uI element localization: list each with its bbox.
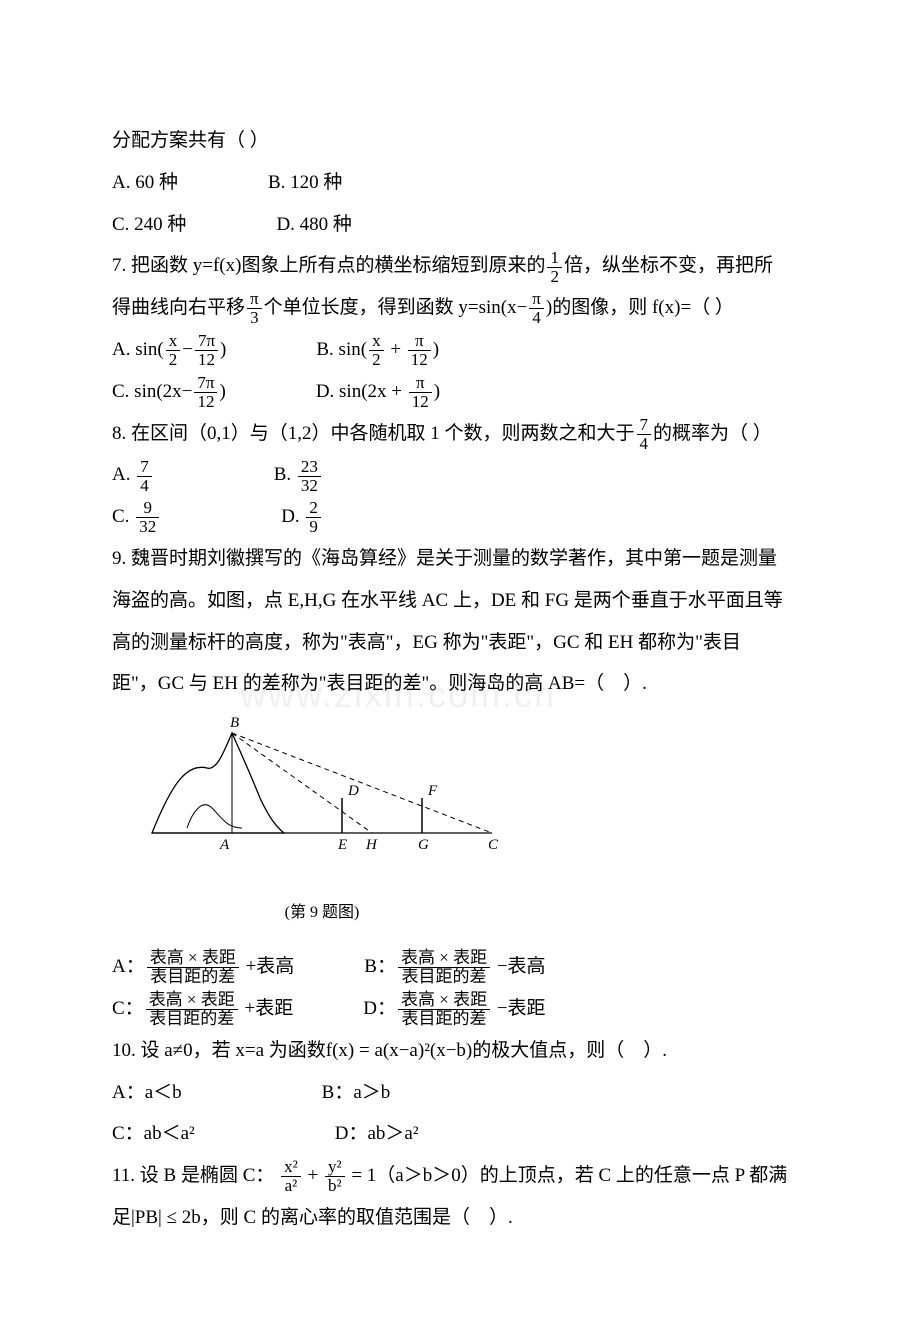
q7-text: 倍，纵坐标不变，再把所 — [564, 255, 773, 276]
q7-stem-line1: 7. 把函数 y=f(x)图象上所有点的横坐标缩短到原来的12倍，纵坐标不变，再… — [112, 245, 808, 287]
svg-text:F: F — [427, 783, 438, 799]
q8-option-a: A. 74 — [112, 454, 154, 496]
q7-text: 7. 把函数 y=f(x)图象上所有点的横坐标缩短到原来的 — [112, 255, 545, 276]
q7-text: )的图像，则 f(x)=（ ） — [546, 297, 734, 318]
svg-text:G: G — [418, 837, 429, 853]
svg-text:C: C — [488, 837, 499, 853]
frac-x2a2: x²a² — [281, 1158, 301, 1195]
q11-stem-line2: 足|PB| ≤ 2b，则 C 的离心率的取值范围是（ ）. — [112, 1197, 808, 1239]
svg-text:A: A — [219, 837, 230, 853]
q6-option-b: B. 120 种 — [268, 162, 342, 204]
q8-stem: 8. 在区间（0,1）与（1,2）中各随机取 1 个数，则两数之和大于74的概率… — [112, 413, 808, 455]
q9-figure: A B E H G C D F — [132, 713, 808, 879]
q9-option-c: C：表高 × 表距表目距的差 +表距 — [112, 988, 293, 1030]
q10-option-a: A：a＜b — [112, 1072, 182, 1114]
q8-option-c: C. 932 — [112, 496, 161, 538]
frac-y2b2: y²b² — [325, 1158, 345, 1195]
q11-stem-line1: 11. 设 B 是椭圆 C： x²a² + y²b² = 1（a＞b＞0）的上顶… — [112, 1155, 808, 1197]
q10-stem: 10. 设 a≠0，若 x=a 为函数f(x) = a(x−a)²(x−b)的极… — [112, 1030, 808, 1072]
svg-text:B: B — [230, 715, 239, 731]
q8-option-d: D. 29 — [281, 496, 323, 538]
q9-stem-line1: 9. 魏晋时期刘徽撰写的《海岛算经》是关于测量的数学著作，其中第一题是测量 — [112, 538, 808, 580]
q6-option-d: D. 480 种 — [276, 204, 351, 246]
q9-option-b: B：表高 × 表距表目距的差 −表高 — [364, 946, 545, 988]
q7-option-c: C. sin(2x−7π12) — [112, 371, 226, 413]
q7-option-d: D. sin(2x + π12) — [316, 371, 440, 413]
svg-text:D: D — [347, 783, 359, 799]
island-diagram: A B E H G C D F — [132, 713, 512, 863]
q9-option-d: D：表高 × 表距表目距的差 −表距 — [363, 988, 545, 1030]
svg-text:E: E — [337, 837, 347, 853]
q7-stem-line2: 得曲线向右平移π3个单位长度，得到函数 y=sin(x−π4)的图像，则 f(x… — [112, 287, 808, 329]
q6-option-c: C. 240 种 — [112, 204, 186, 246]
q9-stem-line3: 高的测量标杆的高度，称为"表高"，EG 称为"表距"，GC 和 EH 都称为"表… — [112, 622, 808, 664]
q9-figure-caption: (第 9 题图) — [132, 895, 512, 930]
q6-option-a: A. 60 种 — [112, 162, 178, 204]
q10-option-c: C：ab＜a² — [112, 1113, 195, 1155]
q10-option-d: D：ab＞a² — [335, 1113, 419, 1155]
frac-half: 12 — [547, 249, 562, 286]
q8-option-b: B. 2332 — [274, 454, 323, 496]
q6-continuation: 分配方案共有（ ） — [112, 120, 808, 162]
q9-stem-line2: 海盗的高。如图，点 E,H,G 在水平线 AC 上，DE 和 FG 是两个垂直于… — [112, 580, 808, 622]
q7-text: 个单位长度，得到函数 y=sin(x− — [264, 297, 528, 318]
q10-option-b: B：a＞b — [322, 1072, 391, 1114]
q9-option-a: A：表高 × 表距表目距的差 +表高 — [112, 946, 294, 988]
q7-option-b: B. sin(x2 + π12) — [316, 329, 439, 371]
svg-text:H: H — [365, 837, 378, 853]
q9-stem-line4: 距"，GC 与 EH 的差称为"表目距的差"。则海岛的高 AB=（ ）. — [112, 663, 808, 705]
q7-option-a: A. sin(x2−7π12) — [112, 329, 226, 371]
q7-text: 得曲线向右平移 — [112, 297, 245, 318]
frac-pi3: π3 — [247, 290, 262, 327]
frac-74: 74 — [637, 416, 652, 453]
frac-pi4: π4 — [529, 290, 544, 327]
